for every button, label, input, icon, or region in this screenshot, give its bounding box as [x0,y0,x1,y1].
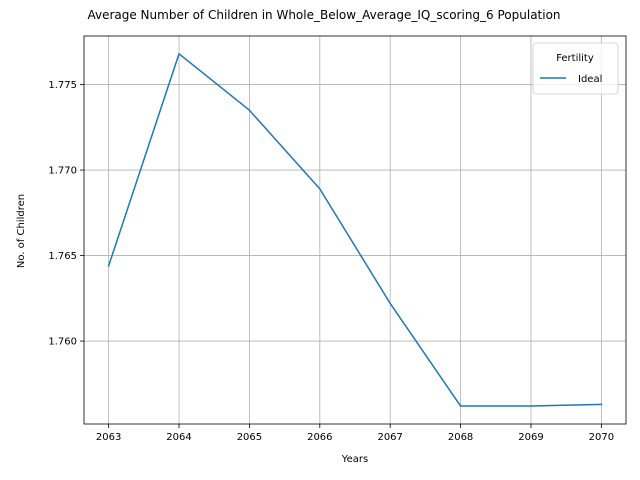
x-tick-label: 2068 [448,432,473,443]
legend-title: Fertility [556,53,594,64]
plot-frame [83,35,627,425]
x-tick-label: 2063 [96,432,121,443]
x-tick-label: 2065 [237,432,262,443]
x-axis: 2063 2064 2065 2066 2067 2068 2069 2070 [96,424,614,443]
y-tick-label: 1.770 [48,166,77,177]
x-tick-label: 2067 [377,432,402,443]
x-tick-label: 2064 [166,432,191,443]
chart-title: Average Number of Children in Whole_Belo… [87,8,560,22]
x-axis-label: Years [341,454,368,465]
grid [84,36,626,424]
legend: Fertility Ideal [532,42,619,95]
y-axis: 1.760 1.765 1.770 1.775 [48,80,84,348]
legend-box [532,42,619,95]
x-tick-label: 2069 [518,432,543,443]
y-tick-label: 1.775 [48,80,77,91]
y-axis-label: No. of Children [16,194,27,268]
series-layer [107,53,603,407]
legend-entry-ideal: Ideal [578,74,602,85]
x-tick-label: 2070 [589,432,614,443]
series-line-ideal [107,53,603,407]
x-tick-label: 2066 [307,432,332,443]
y-tick-label: 1.760 [48,337,77,348]
y-tick-label: 1.765 [48,251,77,262]
